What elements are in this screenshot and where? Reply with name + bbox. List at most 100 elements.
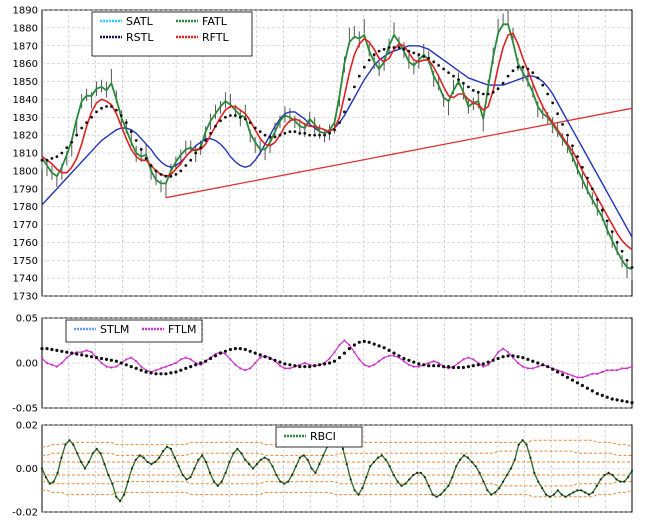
stlm-dots-point <box>342 351 346 355</box>
stlm-dots-point <box>442 365 446 369</box>
ftlm-dots-point <box>333 351 336 354</box>
ftlm-dots-point <box>561 370 564 374</box>
rstl-dots-point <box>551 101 555 105</box>
ftlm-dots-point <box>303 361 306 365</box>
rstl-dots-point <box>471 89 475 92</box>
rbci-point <box>591 491 595 494</box>
rstl-dots-point <box>229 114 232 117</box>
rbci-point <box>294 465 298 468</box>
legend-rbci-box <box>275 426 363 448</box>
rbci-point <box>279 480 282 483</box>
rbci-point <box>384 458 387 461</box>
ftlm-dots-point <box>611 369 614 372</box>
rstl-dots-point <box>462 81 465 85</box>
rstl-dots-point <box>278 133 282 137</box>
rstl-dots-point <box>328 131 331 135</box>
rbci-point <box>525 443 528 446</box>
stlm-dots-point <box>164 372 168 376</box>
rstl-dots-point <box>422 55 426 58</box>
y-tick-label: 1860 <box>13 59 38 70</box>
y-tick-label: 1730 <box>13 292 38 303</box>
y-tick-label: 1830 <box>13 113 38 124</box>
rbci-point <box>603 473 606 477</box>
rstl-dots-point <box>303 131 307 135</box>
rstl-dots-point <box>293 130 297 134</box>
rstl-dots-group <box>40 46 634 269</box>
rbci-point <box>248 463 251 466</box>
ftlm-dots-point <box>50 363 54 366</box>
ftlm-dots-point <box>249 367 252 370</box>
rbci-point <box>56 471 59 474</box>
rstl-dots-point <box>576 155 579 159</box>
stlm-dots-point <box>253 351 257 355</box>
rstl-dots-point <box>169 174 173 178</box>
rbci-point <box>95 447 98 450</box>
rbci-point <box>130 467 133 470</box>
rstl-dots-point <box>164 174 168 178</box>
stlm-dots-point <box>75 352 79 356</box>
stlm-dots-point <box>536 361 540 365</box>
rbci-point <box>201 454 204 457</box>
rstl-dots-point <box>100 106 103 110</box>
rstl-dots-point <box>238 115 242 119</box>
ftlm-dots-point <box>234 363 237 366</box>
stlm-dots-point <box>228 347 232 352</box>
ftlm-dots-point <box>621 367 624 370</box>
stlm-dots-point <box>337 356 342 360</box>
rstl-dots-point <box>95 110 98 114</box>
rbci-point <box>462 454 466 457</box>
stlm-dots-point <box>85 354 89 358</box>
ftlm-dots-point <box>457 361 460 365</box>
stlm-dots-point <box>516 355 520 359</box>
rstl-dots-point <box>402 47 406 51</box>
rstl-dots-point <box>234 114 237 117</box>
rbci-point <box>64 443 67 446</box>
rbci-point <box>357 493 360 496</box>
rstl-dots-point <box>511 69 515 73</box>
rbci-point <box>615 478 618 481</box>
stlm-dots-point <box>481 362 485 366</box>
ftlm-dots-point <box>110 366 113 369</box>
rbci-point <box>185 478 188 481</box>
rstl-dots-point <box>362 65 366 69</box>
rbci-point <box>513 458 516 461</box>
rstl-dots-point <box>224 115 227 119</box>
rstl-dots-point <box>610 230 614 234</box>
rbci-point <box>466 456 469 459</box>
rstl-dots-point <box>139 148 143 151</box>
rstl-dots-point <box>348 98 351 101</box>
ftlm-dots-point <box>472 358 475 361</box>
stlm-dots-point <box>139 368 143 372</box>
rbci-point <box>123 493 126 496</box>
stlm-dots-point <box>546 365 550 369</box>
stlm-dots-point <box>174 370 178 374</box>
y-tick-label: 0.05 <box>16 314 38 325</box>
rstl-dots-point <box>546 92 550 96</box>
rbci-point <box>99 452 102 455</box>
rstl-dots-point <box>258 130 262 134</box>
rbci-point <box>568 493 571 496</box>
rbci-point <box>103 463 106 466</box>
rstl-dots-point <box>110 105 113 108</box>
y-tick-label: 1740 <box>13 274 38 285</box>
rbci-point <box>474 465 477 468</box>
stlm-dots-point <box>610 397 614 401</box>
rstl-dots-point <box>526 67 530 71</box>
rbci-point <box>572 491 575 494</box>
trendline <box>165 107 633 199</box>
ftlm-dots-point <box>526 367 530 370</box>
rstl-dots-point <box>531 71 535 74</box>
stlm-dots-point <box>194 363 198 367</box>
rstl-dots-point <box>75 133 79 137</box>
y-tick-label: 1840 <box>13 95 38 106</box>
ftlm-dots-point <box>625 367 629 370</box>
ftlm-dots-point <box>531 367 534 370</box>
rbci-point <box>158 456 161 459</box>
rstl-dots-point <box>625 258 629 262</box>
stlm-dots-point <box>461 365 465 370</box>
rstl-dots-point <box>382 47 386 51</box>
legend-label: STLM <box>100 323 129 336</box>
rstl-dots-point <box>357 74 361 78</box>
ftlm-dots-point <box>288 367 291 370</box>
